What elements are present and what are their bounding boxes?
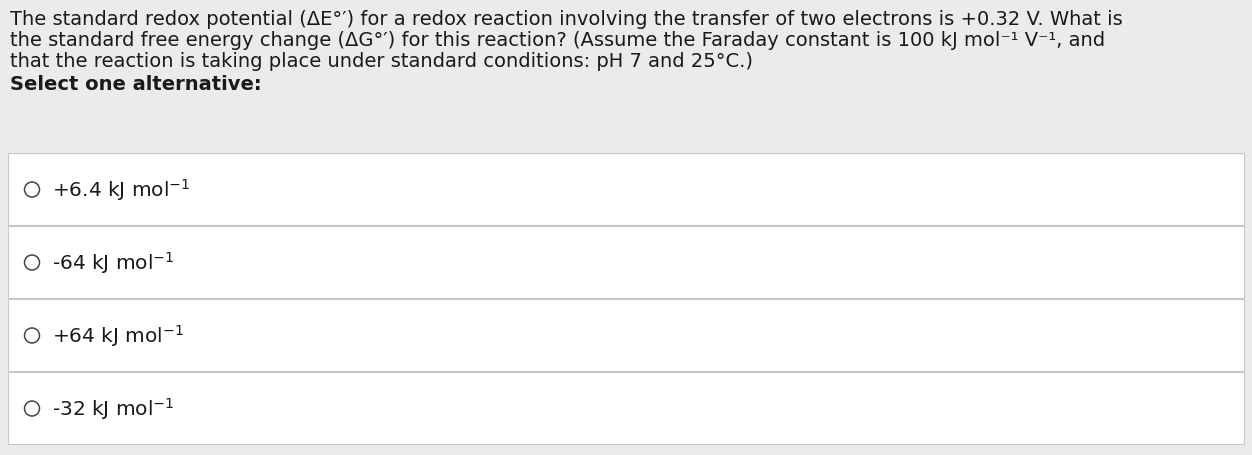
Text: -64 kJ mol$^{-1}$: -64 kJ mol$^{-1}$ bbox=[53, 250, 174, 276]
Text: the standard free energy change (ΔG°′) for this reaction? (Assume the Faraday co: the standard free energy change (ΔG°′) f… bbox=[10, 31, 1106, 50]
Bar bbox=[8, 299, 1244, 371]
Bar bbox=[0, 0, 1252, 152]
Bar bbox=[8, 372, 1244, 444]
Text: +64 kJ mol$^{-1}$: +64 kJ mol$^{-1}$ bbox=[53, 323, 184, 349]
Text: -32 kJ mol$^{-1}$: -32 kJ mol$^{-1}$ bbox=[53, 396, 174, 421]
Bar bbox=[8, 154, 1244, 226]
Text: that the reaction is taking place under standard conditions: pH 7 and 25°C.): that the reaction is taking place under … bbox=[10, 52, 752, 71]
Bar bbox=[8, 227, 1244, 298]
Text: +6.4 kJ mol$^{-1}$: +6.4 kJ mol$^{-1}$ bbox=[53, 177, 190, 203]
Text: Select one alternative:: Select one alternative: bbox=[10, 75, 262, 94]
Text: The standard redox potential (ΔE°′) for a redox reaction involving the transfer : The standard redox potential (ΔE°′) for … bbox=[10, 10, 1123, 29]
